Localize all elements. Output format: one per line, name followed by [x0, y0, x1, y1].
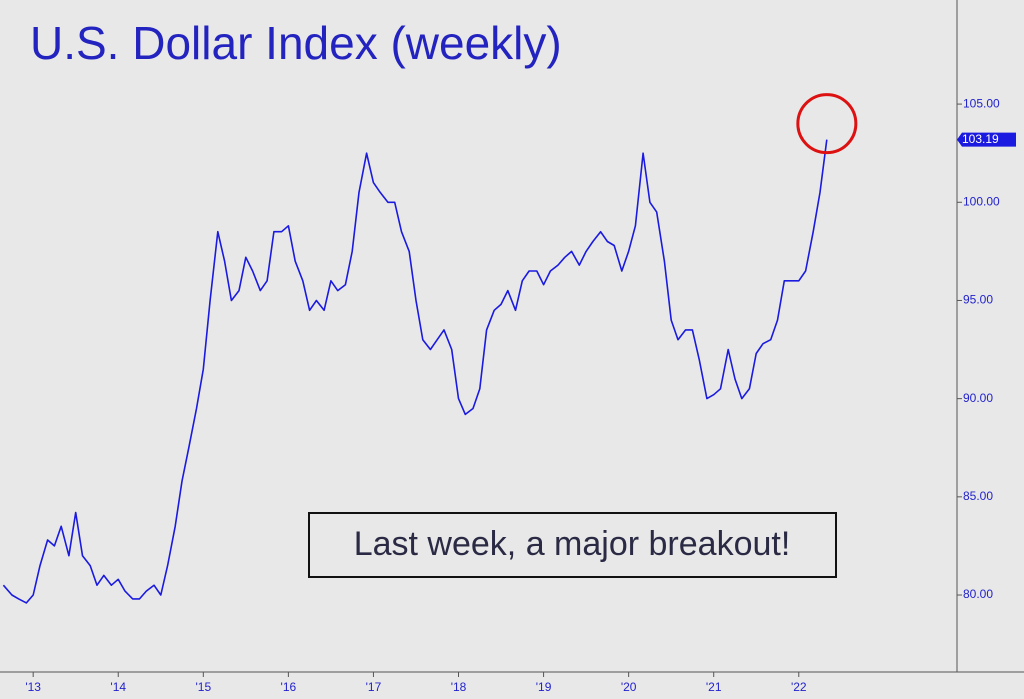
annotation: Last week, a major breakout! — [354, 525, 791, 563]
x-tick-label: '21 — [706, 680, 722, 694]
y-tick-label: 105.00 — [963, 96, 1000, 110]
y-tick-label: 85.00 — [963, 489, 993, 503]
x-tick-label: '20 — [621, 680, 637, 694]
x-tick-label: '18 — [451, 680, 467, 694]
x-tick-label: '17 — [366, 680, 382, 694]
x-tick-label: '22 — [791, 680, 807, 694]
highlight-circle — [796, 93, 858, 155]
y-tick-label: 90.00 — [963, 391, 993, 405]
last-value-marker — [957, 132, 1016, 147]
x-tick-label: '19 — [536, 680, 552, 694]
annotation-box — [308, 512, 837, 578]
y-tick-label: 95.00 — [963, 293, 993, 307]
y-tick-label: 80.00 — [963, 587, 993, 601]
x-tick-label: '13 — [25, 680, 41, 694]
chart-title: U.S. Dollar Index (weekly) — [30, 17, 562, 69]
x-tick-label: '15 — [195, 680, 211, 694]
last-value-label: 103.19 — [962, 132, 999, 146]
x-tick-label: '16 — [281, 680, 297, 694]
price-line — [2, 139, 828, 604]
y-tick-label: 100.00 — [963, 194, 1000, 208]
x-tick-label: '14 — [110, 680, 126, 694]
